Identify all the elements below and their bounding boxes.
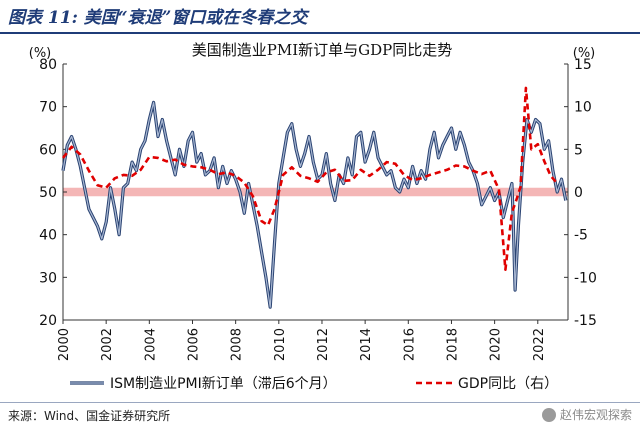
right-tick-label: -15 <box>574 313 597 329</box>
right-tick-label: 10 <box>574 100 592 116</box>
x-tick-label: 2006 <box>186 328 201 361</box>
gdp-series-line <box>61 86 559 271</box>
left-axis-unit: (%) <box>29 46 52 61</box>
figure-label: 图表 11: <box>8 8 78 28</box>
threshold-band <box>63 187 568 197</box>
source-note: 来源：Wind、国金证券研究所 <box>8 409 171 423</box>
wechat-icon <box>541 407 556 422</box>
x-tick-label: 2020 <box>489 328 504 361</box>
x-tick-label: 2022 <box>532 328 547 361</box>
x-tick-label: 2002 <box>100 328 115 361</box>
chart: 美国制造业PMI新订单与GDP同比走势 (%) (%) 203040506070… <box>29 41 597 392</box>
legend-gdp-label: GDP同比（右） <box>458 376 558 392</box>
source-rule <box>0 402 640 403</box>
x-tick-label: 2000 <box>57 328 72 361</box>
right-tick-label: -10 <box>574 270 597 286</box>
x-tick-label: 2012 <box>316 328 331 361</box>
legend-ism-label: ISM制造业PMI新订单（滞后6个月） <box>110 376 337 392</box>
watermark-text: 赵伟宏观探索 <box>559 408 632 422</box>
x-tick-label: 2014 <box>359 328 374 361</box>
figure-header: 图表 11: 美国“衰退”窗口或在冬春之交 <box>8 3 307 28</box>
watermark: 赵伟宏观探索 <box>541 406 632 423</box>
x-tick-label: 2016 <box>402 328 417 361</box>
right-tick-label: 15 <box>574 57 592 73</box>
x-tick-label: 2004 <box>143 328 158 361</box>
left-tick-label: 40 <box>39 228 57 244</box>
left-tick-label: 60 <box>39 142 57 158</box>
left-tick-label: 50 <box>39 185 57 201</box>
left-tick-label: 80 <box>39 57 57 73</box>
right-tick-label: 0 <box>574 185 583 201</box>
ism-series-line-inner <box>62 101 567 308</box>
chart-title: 美国制造业PMI新订单与GDP同比走势 <box>192 41 452 59</box>
x-tick-label: 2018 <box>445 328 460 361</box>
ism-series-line <box>61 100 568 309</box>
header-rule <box>0 32 640 34</box>
x-tick-label: 2008 <box>230 328 245 361</box>
figure-caption: 美国“衰退”窗口或在冬春之交 <box>83 8 308 28</box>
right-axis-unit: (%) <box>573 46 596 61</box>
left-tick-label: 20 <box>39 313 57 329</box>
left-tick-label: 30 <box>39 270 57 286</box>
left-tick-label: 70 <box>39 100 57 116</box>
right-tick-label: -5 <box>574 228 588 244</box>
right-tick-label: 5 <box>574 142 583 158</box>
x-tick-label: 2010 <box>273 328 288 361</box>
